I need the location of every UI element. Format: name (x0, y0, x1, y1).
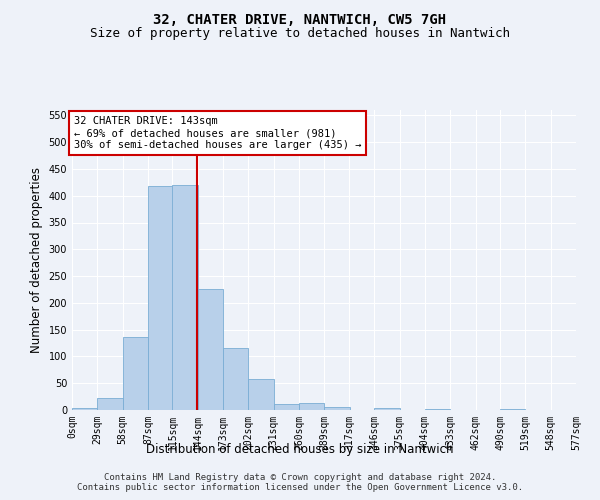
Bar (148, 186, 173, 410)
Bar (248, 379, 274, 410)
Bar (325, 407, 350, 410)
Text: Distribution of detached houses by size in Nantwich: Distribution of detached houses by size … (146, 442, 454, 456)
Bar (299, 402, 325, 410)
Bar (72, 408, 97, 410)
Bar (198, 289, 223, 410)
Bar (274, 404, 299, 410)
Bar (122, 336, 148, 410)
Text: Contains HM Land Registry data © Crown copyright and database right 2024.
Contai: Contains HM Land Registry data © Crown c… (77, 473, 523, 492)
Text: 32, CHATER DRIVE, NANTWICH, CW5 7GH: 32, CHATER DRIVE, NANTWICH, CW5 7GH (154, 12, 446, 26)
Bar (425, 409, 450, 410)
Y-axis label: Number of detached properties: Number of detached properties (30, 167, 43, 353)
Bar (172, 185, 198, 410)
Text: Size of property relative to detached houses in Nantwich: Size of property relative to detached ho… (90, 28, 510, 40)
Bar (223, 348, 248, 410)
Text: 32 CHATER DRIVE: 143sqm
← 69% of detached houses are smaller (981)
30% of semi-d: 32 CHATER DRIVE: 143sqm ← 69% of detache… (74, 116, 361, 150)
Bar (374, 408, 400, 410)
Bar (97, 398, 122, 410)
